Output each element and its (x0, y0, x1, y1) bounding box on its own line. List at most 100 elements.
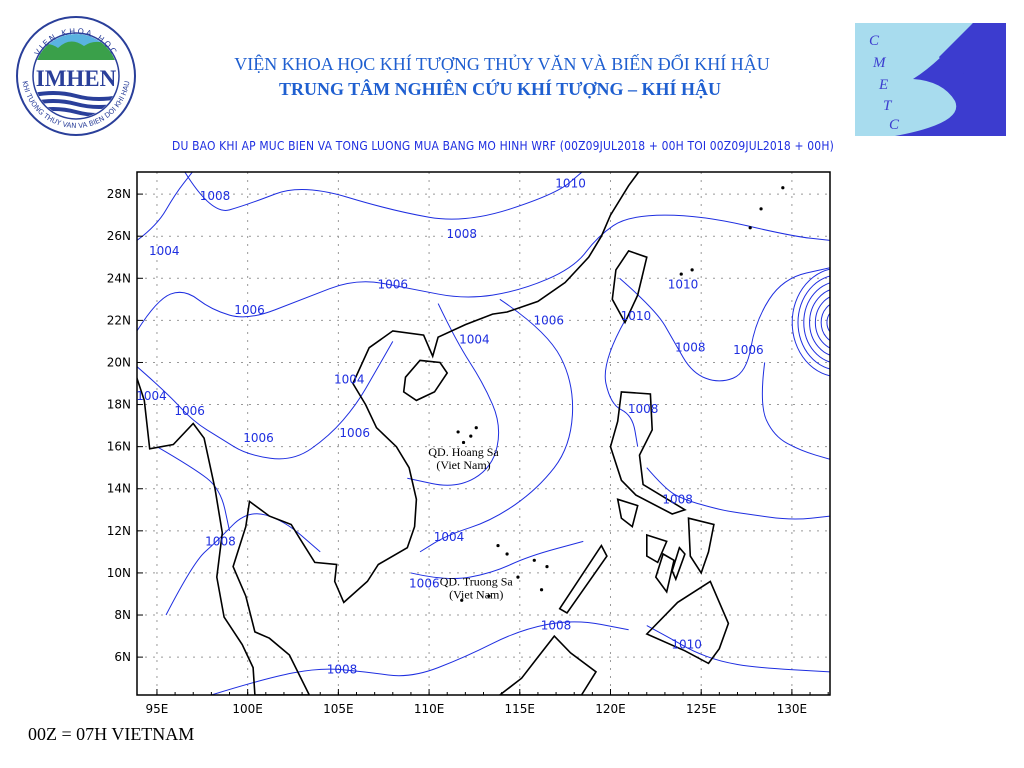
isobar-label: 1010 (555, 177, 586, 191)
isobar (761, 362, 830, 460)
island (496, 543, 500, 548)
isobar-label: 1004 (149, 244, 180, 258)
isobar-label: 1004 (459, 332, 490, 346)
isobar-label: 1008 (662, 492, 693, 506)
lat-tick-label: 16N (107, 440, 131, 454)
isobar-label: 1004 (136, 389, 167, 403)
isobar-label: 1008 (200, 189, 231, 203)
cmetc-logo: CMETC (855, 23, 1006, 136)
place-label: QD. Truong Sa (440, 574, 514, 588)
isobar-label: 1008 (628, 402, 659, 416)
island (469, 434, 473, 438)
island (690, 268, 694, 272)
isobar (619, 267, 830, 382)
imhen-logo-text: IMHEN (36, 66, 117, 91)
island (461, 440, 466, 445)
isobar (407, 303, 500, 486)
lon-tick-label: 125E (686, 702, 717, 716)
isobar-label: 1006 (339, 426, 370, 440)
island (781, 186, 785, 190)
coastline-mindanao (645, 580, 730, 665)
island (539, 588, 544, 592)
lon-tick-label: 110E (414, 702, 445, 716)
isobar (410, 540, 584, 580)
isobar-label: 1010 (671, 637, 702, 651)
isobar (211, 621, 629, 695)
coastline-negros (654, 552, 675, 594)
isobar-label: 1008 (541, 619, 572, 633)
coastline-mainland (137, 172, 640, 695)
lat-tick-label: 10N (107, 566, 131, 580)
island (748, 226, 752, 230)
isobar (604, 320, 639, 447)
isobar-label: 1004 (434, 530, 465, 544)
lat-tick-label: 26N (107, 229, 131, 243)
map-content (137, 172, 846, 695)
lon-tick-label: 95E (146, 702, 169, 716)
isobar (646, 467, 830, 520)
isobar-label: 1006 (409, 576, 440, 590)
lat-tick-label: 24N (107, 271, 131, 285)
isobar-label: 1008 (446, 227, 477, 241)
lat-tick-label: 18N (107, 398, 131, 412)
island (759, 207, 763, 211)
island (460, 598, 464, 602)
isobar (156, 446, 231, 531)
coastline-mindoro (616, 498, 639, 528)
island (487, 594, 491, 598)
isobar-low-center (833, 315, 846, 330)
imhen-logo: IMHEN VIEN KHOA HOC KHI TUONG THUY VAN V… (16, 16, 136, 136)
isobar-label: 1008 (205, 534, 236, 548)
isobar-label: 1006 (234, 303, 265, 317)
lat-tick-label: 22N (107, 313, 131, 327)
isobar-low-center (803, 282, 830, 363)
lat-tick-label: 8N (114, 608, 131, 622)
place-sublabel: (Viet Nam) (436, 458, 490, 472)
time-note: 00Z = 07H VIETNAM (28, 724, 195, 744)
lat-tick-label: 28N (107, 187, 131, 201)
coastline-panay (645, 533, 668, 564)
isobar (419, 298, 574, 553)
isobar-low-center (814, 296, 830, 349)
isobar-label: 1006 (733, 343, 764, 357)
lon-tick-label: 115E (505, 702, 536, 716)
place-sublabel: (Viet Nam) (449, 587, 503, 601)
isobar-low-center (809, 289, 830, 356)
isobar (137, 214, 830, 332)
center-title: TRUNG TÂM NGHIÊN CỨU KHÍ TƯỢNG – KHÍ HẬU (278, 79, 722, 99)
isobar-low-center (797, 275, 830, 370)
isobar (137, 341, 394, 460)
isobar-label: 1006 (378, 278, 409, 292)
isobar-label: 1006 (534, 313, 565, 327)
isobar-label: 1008 (675, 341, 706, 355)
institute-title: VIỆN KHOA HỌC KHÍ TƯỢNG THỦY VĂN VÀ BIẾN… (234, 54, 770, 74)
isobar-label: 1010 (621, 309, 652, 323)
coastline-taiwan (611, 249, 648, 325)
isobar-label: 1006 (243, 431, 274, 445)
island (474, 426, 478, 430)
place-label: QD. Hoang Sa (428, 445, 499, 459)
coastline-borneo (498, 634, 598, 695)
island (545, 565, 549, 569)
coastline-hainan (402, 359, 449, 402)
lat-tick-label: 20N (107, 355, 131, 369)
forecast-subtitle: DU BAO KHI AP MUC BIEN VA TONG LUONG MUA… (172, 138, 834, 153)
island (516, 575, 520, 579)
isobar (137, 172, 194, 241)
isobar-label: 1006 (174, 404, 205, 418)
island (679, 272, 683, 276)
island (505, 552, 509, 556)
island (532, 558, 536, 562)
coastline-cebu (671, 546, 686, 582)
lon-tick-label: 100E (232, 702, 263, 716)
isobar-label: 1004 (334, 372, 365, 386)
isobar-label: 1008 (327, 663, 358, 677)
isobar-label: 1010 (668, 278, 699, 292)
coastline-samar-leyte (687, 517, 715, 575)
lat-tick-label: 12N (107, 524, 131, 538)
coastline-luzon (609, 391, 687, 515)
lat-tick-label: 14N (107, 482, 131, 496)
isobar (646, 625, 830, 673)
coastline-palawan (558, 544, 608, 614)
